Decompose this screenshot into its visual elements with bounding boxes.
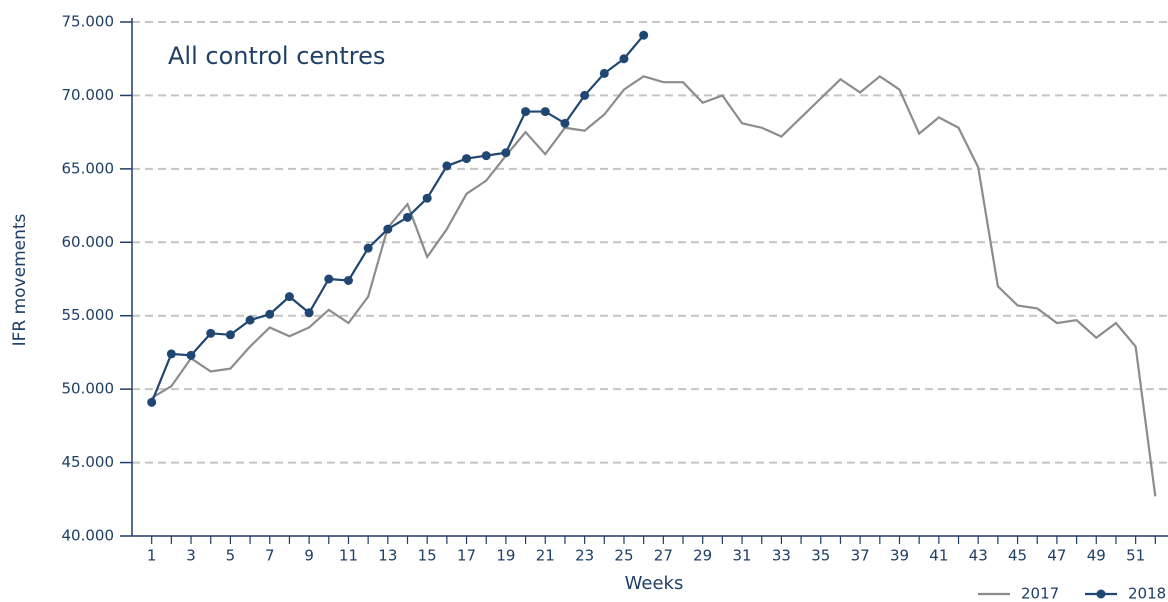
legend-marker <box>1096 589 1106 599</box>
y-tick-label: 55.000 <box>62 306 115 324</box>
series-marker <box>560 118 570 128</box>
x-tick-label: 17 <box>457 547 476 565</box>
y-axis-label: IFR movements <box>10 213 30 346</box>
series-marker <box>619 54 629 64</box>
x-tick-label: 13 <box>378 547 397 565</box>
series-marker <box>580 90 590 100</box>
series-marker <box>521 107 531 117</box>
series-line <box>150 34 645 403</box>
series-marker <box>599 68 609 78</box>
y-tick-label: 65.000 <box>62 159 115 177</box>
series-marker <box>343 275 353 285</box>
y-tick-label: 75.000 <box>62 13 115 31</box>
series-marker <box>639 30 649 40</box>
chart-title: All control centres <box>168 42 385 70</box>
x-tick-label: 21 <box>536 547 555 565</box>
x-tick-label: 51 <box>1126 547 1145 565</box>
x-tick-label: 9 <box>304 547 314 565</box>
y-tick-label: 70.000 <box>62 86 115 104</box>
series-marker <box>422 193 432 203</box>
series-marker <box>206 328 216 338</box>
y-tick-label: 45.000 <box>62 453 115 471</box>
y-tick-label: 50.000 <box>62 380 115 398</box>
x-tick-label: 49 <box>1087 547 1106 565</box>
legend-label: 2018 <box>1128 585 1166 602</box>
x-tick-label: 19 <box>496 547 515 565</box>
x-tick-label: 29 <box>693 547 712 565</box>
x-tick-label: 3 <box>186 547 196 565</box>
x-tick-label: 27 <box>654 547 673 565</box>
series-marker <box>501 148 511 158</box>
x-tick-label: 39 <box>890 547 909 565</box>
x-tick-label: 11 <box>339 547 358 565</box>
series-marker <box>186 350 196 360</box>
legend-label: 2017 <box>1021 585 1059 602</box>
series-marker <box>383 224 393 234</box>
series-marker <box>147 397 157 407</box>
series-marker <box>442 161 452 171</box>
y-tick-label: 60.000 <box>62 233 115 251</box>
series-marker <box>540 107 550 117</box>
x-tick-label: 25 <box>614 547 633 565</box>
x-tick-label: 43 <box>969 547 988 565</box>
x-tick-label: 41 <box>929 547 948 565</box>
x-tick-label: 31 <box>733 547 752 565</box>
x-tick-label: 33 <box>772 547 791 565</box>
x-tick-label: 15 <box>418 547 437 565</box>
x-tick-label: 1 <box>147 547 157 565</box>
x-tick-label: 35 <box>811 547 830 565</box>
series-marker <box>245 315 255 325</box>
series-marker <box>462 154 472 164</box>
series-marker <box>304 308 314 318</box>
x-axis-label: Weeks <box>625 573 684 594</box>
x-tick-label: 45 <box>1008 547 1027 565</box>
x-tick-label: 7 <box>265 547 275 565</box>
x-tick-label: 5 <box>226 547 236 565</box>
series-marker <box>481 151 491 161</box>
y-tick-label: 40.000 <box>62 527 115 545</box>
series-line <box>151 74 1157 497</box>
series-marker <box>324 274 334 284</box>
x-tick-label: 37 <box>851 547 870 565</box>
series-marker <box>284 292 294 302</box>
x-tick-label: 23 <box>575 547 594 565</box>
x-tick-label: 47 <box>1047 547 1066 565</box>
series-marker <box>166 349 176 359</box>
series-marker <box>225 330 235 340</box>
series-marker <box>403 212 413 222</box>
series-marker <box>363 243 373 253</box>
series-marker <box>265 309 275 319</box>
